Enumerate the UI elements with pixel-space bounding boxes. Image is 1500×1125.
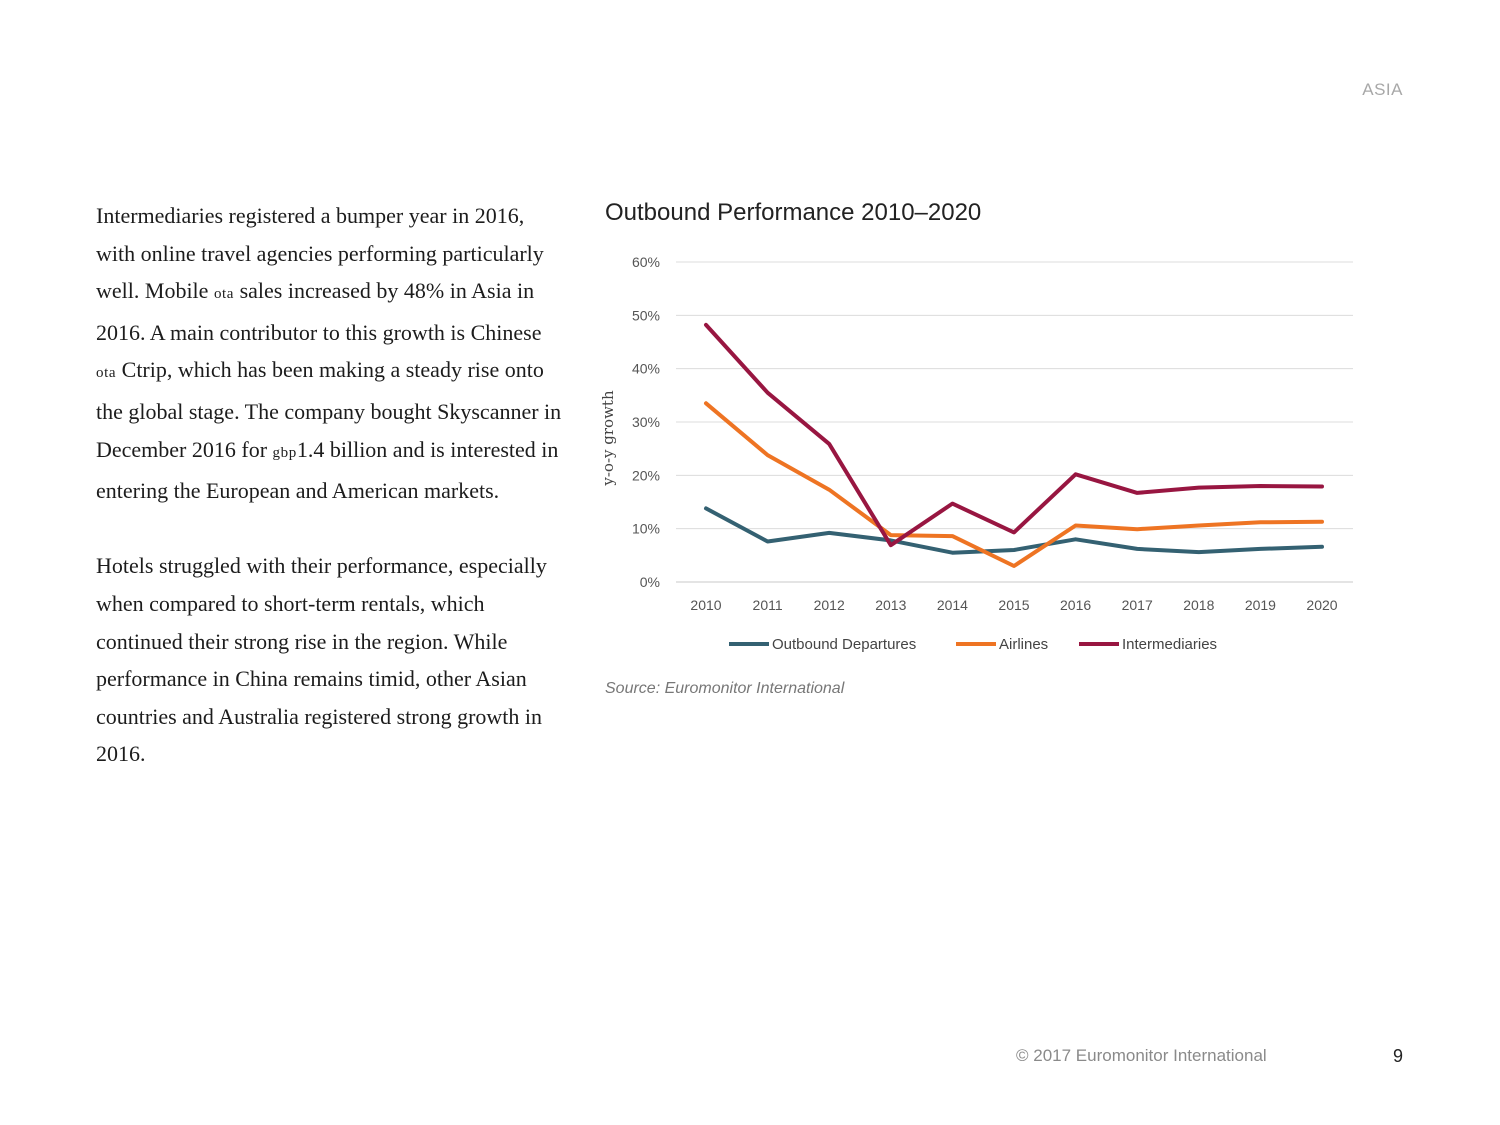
p1-text-3: Ctrip, which has been making a steady ri… [96,357,562,462]
series-line-intermediaries [704,322,1324,548]
chart-source: Source: Euromonitor International [605,680,845,697]
x-tick-label: 2019 [1245,597,1276,613]
x-tick-label: 2015 [998,597,1029,613]
y-tick-label: 50% [632,307,660,323]
body-text: Intermediaries registered a bumper year … [96,197,566,811]
x-tick-label: 2020 [1306,597,1337,613]
x-tick-label: 2010 [690,597,721,613]
y-tick-label: 10% [632,521,660,537]
paragraph-hotels: Hotels struggled with their performance,… [96,553,547,767]
x-tick-label: 2014 [937,597,968,613]
y-axis-title: y-o-y growth [599,390,617,487]
legend-label: Outbound Departures [772,636,916,653]
series-lines [704,322,1324,568]
x-tick-label: 2017 [1122,597,1153,613]
x-tick-labels: 2010 2011 2012 2013 2014 2015 2016 2017 2018 2019… [690,597,1337,613]
p1-text-4: 1.4 billion and is interested in enterin… [96,436,559,504]
y-tick-label: 30% [632,414,660,430]
y-tick-label: 60% [632,254,660,270]
y-tick-labels: 0% 10% 20% 30% 40% 50% 60% [632,254,660,590]
page-number: 9 [1392,1046,1403,1066]
legend-label: Intermediaries [1122,636,1217,653]
legend-label: Airlines [999,636,1048,653]
legend: Outbound Departures Airlines Intermediarie… [729,636,1217,653]
x-tick-label: 2018 [1183,597,1214,613]
p1-abbr-ota-1: ota [213,286,235,303]
grid-lines [676,261,1353,583]
paragraph-intermediaries: Intermediaries registered a bumper year … [96,197,566,510]
y-tick-label: 40% [632,361,660,377]
x-tick-label: 2016 [1060,597,1091,613]
y-tick-label: 0% [640,574,660,590]
x-tick-label: 2011 [753,597,783,613]
p1-abbr-gbp: gbp [272,444,297,461]
p1-abbr-ota-2: ota [96,365,117,382]
series-line-outbound-departures [704,506,1324,555]
line-chart: 0%10%20%30%40%50%60% 2010 2011 2012 2013 201… [599,254,1353,653]
p1-text-2: sales increased by 48% in Asia in 2016. … [96,278,542,345]
x-tick-label: 2012 [814,597,845,613]
x-tick-label: 2013 [875,597,906,613]
y-tick-label: 20% [632,467,660,483]
p1-text-1: Intermediaries registered a bumper year … [96,203,544,304]
series-line-airlines [704,401,1324,568]
footer-copyright: © 2017 Euromonitor International [1016,1046,1267,1065]
chart-title: Outbound Performance 2010–2020 [605,199,982,226]
section-tag: ASIA [1362,80,1403,99]
